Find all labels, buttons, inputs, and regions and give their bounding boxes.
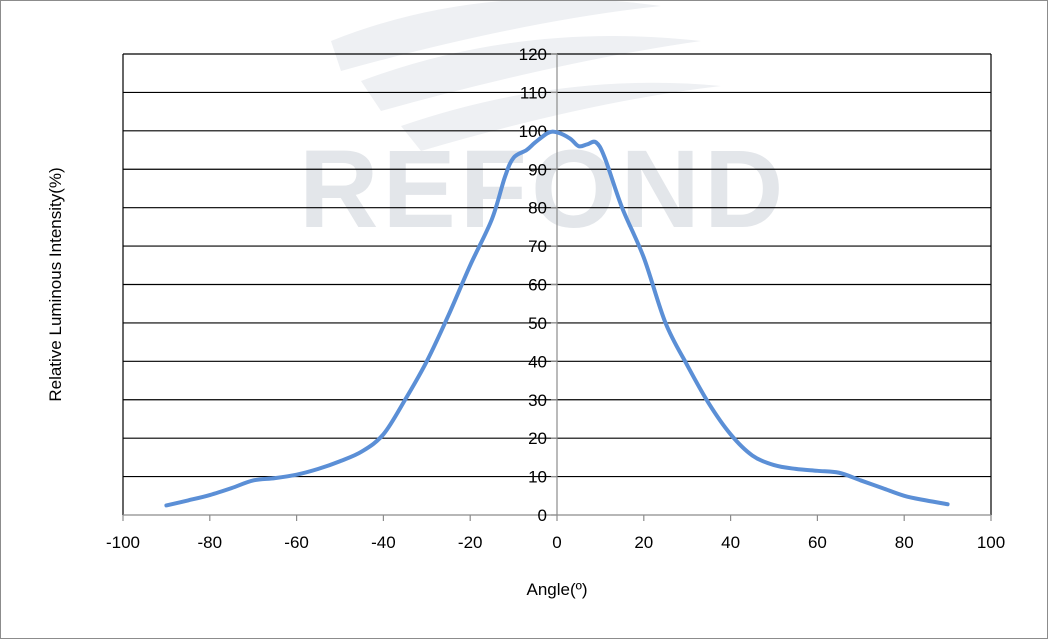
x-tick-label: -80 <box>198 533 223 552</box>
series-line-0 <box>164 129 950 508</box>
x-tick-label: -20 <box>458 533 483 552</box>
x-tick-label: 60 <box>808 533 827 552</box>
y-tick-label: 90 <box>528 160 547 179</box>
y-tick-label: 20 <box>528 429 547 448</box>
y-tick-label: 60 <box>528 276 547 295</box>
y-tick-label: 80 <box>528 199 547 218</box>
x-tick-label: -40 <box>371 533 396 552</box>
y-tick-label: 0 <box>538 506 547 525</box>
y-tick-label: 40 <box>528 352 547 371</box>
y-axis-title: Relative Luminous Intensity(%) <box>46 167 65 401</box>
y-tick-label: 30 <box>528 391 547 410</box>
x-tick-labels: -100 -80 -60 -40 -20 0 20 40 60 80 100 <box>106 533 1005 552</box>
watermark-swoosh-3 <box>401 82 721 151</box>
y-tick-label: 70 <box>528 237 547 256</box>
x-tick-label: 20 <box>634 533 653 552</box>
y-tick-label: 110 <box>520 83 547 102</box>
x-axis-title: Angle(º) <box>526 580 587 599</box>
y-tick-label: 120 <box>519 45 547 64</box>
x-tick-label: 100 <box>977 533 1005 552</box>
watermark-swoosh-1 <box>331 1 661 71</box>
x-tick-label: -100 <box>106 533 140 552</box>
x-tick-label: 0 <box>552 533 561 552</box>
axes <box>122 53 992 521</box>
y-tick-label: 50 <box>528 314 547 333</box>
x-tick-label: 40 <box>721 533 740 552</box>
watermark-text: REFOND <box>299 128 787 251</box>
x-tick-label: 80 <box>895 533 914 552</box>
y-tick-label: 10 <box>528 468 547 487</box>
series-group <box>164 129 950 508</box>
x-tick-label: -60 <box>284 533 309 552</box>
